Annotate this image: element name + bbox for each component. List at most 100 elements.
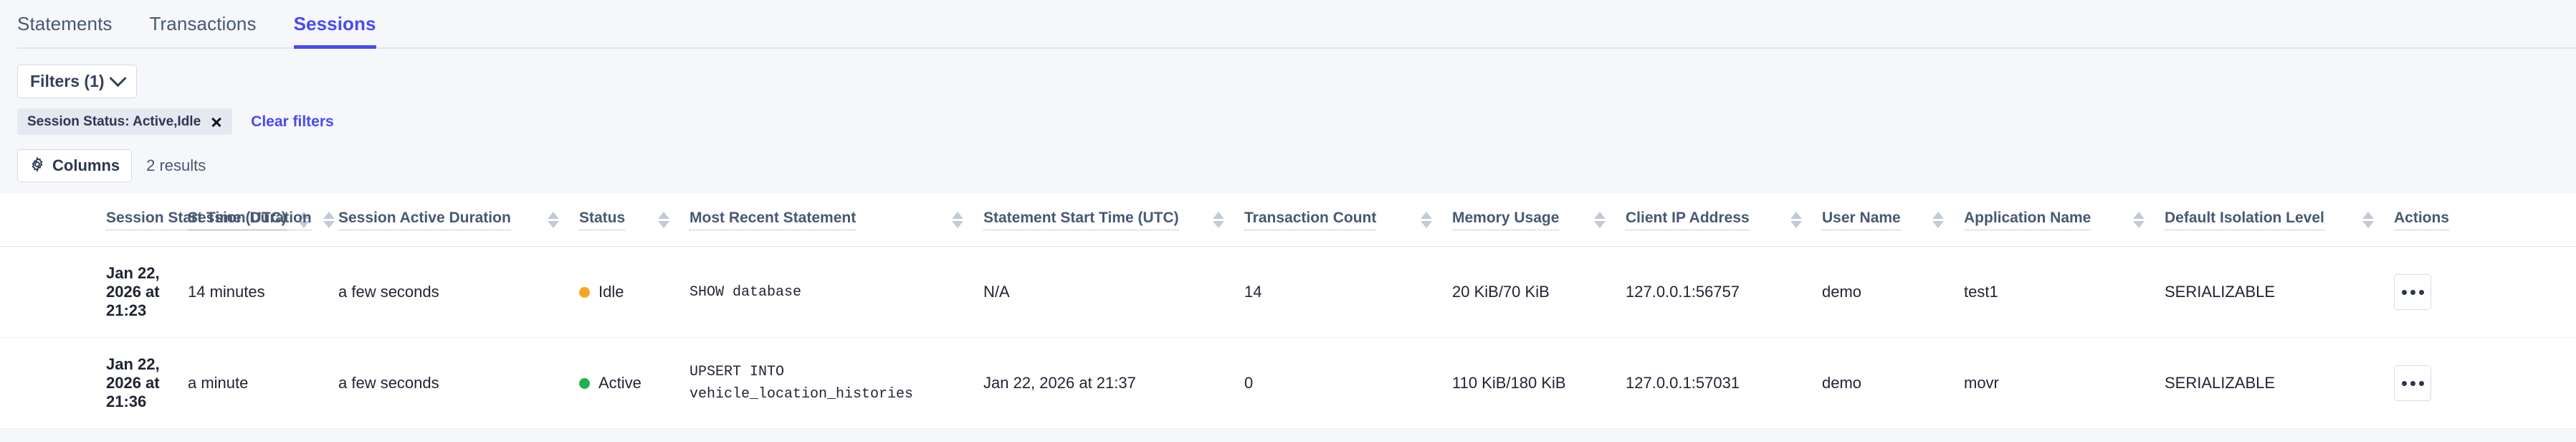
cell-actions [2394,246,2576,338]
cell-status: Active [579,337,690,429]
tab-statements[interactable]: Statements [17,0,113,49]
column-header-session-start-time[interactable]: Session Start Time (UTC) [106,194,310,247]
cell-most-recent-statement[interactable]: SHOW database [690,246,983,338]
filters-button[interactable]: Filters (1) [17,65,137,98]
table-row[interactable]: Jan 22, 2026 at 21:23 14 minutes a few s… [0,246,2576,338]
cell-session-duration: 14 minutes [188,246,338,338]
chevron-down-icon [109,70,127,88]
cell-most-recent-statement[interactable]: UPSERT INTO vehicle_location_histories [690,337,983,429]
sort-toggle-icon[interactable] [2133,212,2145,228]
cell-session-active-duration: a few seconds [338,337,579,429]
column-header-label: Most Recent Statement [690,210,857,230]
statement-text: UPSERT INTO vehicle_location_histories [690,364,914,403]
column-header-label: Session Active Duration [338,210,511,230]
sort-toggle-icon[interactable] [2362,212,2374,228]
cell-user-name: demo [1822,246,1964,338]
status-dot-icon [579,377,590,389]
sessions-table-wrapper: Session Start Time (UTC) Session Duratio… [0,194,2576,429]
table-row[interactable]: Jan 22, 2026 at 21:36 a minute a few sec… [0,337,2576,429]
cell-session-start-time: Jan 22, 2026 at 21:36 [106,337,188,429]
status-dot-icon [579,286,590,298]
statement-text: SHOW database [690,283,802,301]
tab-transactions[interactable]: Transactions [150,0,257,49]
cell-memory-usage: 110 KiB/180 KiB [1452,337,1626,429]
cell-session-duration: a minute [188,337,338,429]
close-icon[interactable] [211,116,222,128]
sort-toggle-icon[interactable] [1790,212,1802,228]
results-count: 2 results [146,156,206,174]
filter-chip-label: Session Status: Active,Idle [27,114,201,129]
sessions-table: Session Start Time (UTC) Session Duratio… [0,194,2576,429]
column-header-session-duration[interactable]: Session Duration [188,194,338,247]
filters-button-label: Filters (1) [30,72,105,90]
tab-sessions-label: Sessions [293,13,376,34]
tab-transactions-label: Transactions [149,13,257,34]
cell-default-isolation-level: SERIALIZABLE [2165,337,2394,429]
column-header-label: Statement Start Time (UTC) [983,210,1179,230]
sort-toggle-icon[interactable] [1213,212,1224,228]
sort-toggle-icon[interactable] [1421,212,1432,228]
cell-default-isolation-level: SERIALIZABLE [2165,246,2394,338]
tab-sessions[interactable]: Sessions [293,0,376,49]
cell-session-active-duration: a few seconds [338,246,579,338]
cell-memory-usage: 20 KiB/70 KiB [1452,246,1626,338]
column-header-label: Memory Usage [1452,210,1560,230]
sort-toggle-icon[interactable] [952,212,963,228]
sort-toggle-icon[interactable] [297,212,310,228]
cell-session-start-time: Jan 22, 2026 at 21:23 [106,246,188,338]
column-header-label: Session Duration [188,210,312,230]
cell-transaction-count: 0 [1244,337,1452,429]
column-header-default-isolation-level[interactable]: Default Isolation Level [2165,194,2394,247]
sort-toggle-icon[interactable] [1932,212,1944,228]
table-body: Jan 22, 2026 at 21:23 14 minutes a few s… [0,246,2576,429]
status-label: Active [598,374,641,392]
column-header-label: Actions [2394,210,2450,230]
column-header-status[interactable]: Status [579,194,690,247]
columns-button[interactable]: Columns [17,149,133,182]
sort-toggle-icon[interactable] [548,212,559,228]
column-header-label: Transaction Count [1244,210,1377,230]
column-header-label: Default Isolation Level [2165,210,2324,230]
cell-client-ip-address: 127.0.0.1:56757 [1626,246,1822,338]
column-header-memory-usage[interactable]: Memory Usage [1452,194,1626,247]
cell-client-ip-address: 127.0.0.1:57031 [1626,337,1822,429]
cell-user-name: demo [1822,337,1964,429]
column-header-label: Status [579,210,626,230]
cell-status: Idle [579,246,690,338]
sort-toggle-icon[interactable] [1594,212,1606,228]
column-header-transaction-count[interactable]: Transaction Count [1244,194,1452,247]
gear-icon [29,156,45,175]
clear-filters-link[interactable]: Clear filters [251,113,334,130]
sort-toggle-icon[interactable] [658,212,669,228]
column-header-user-name[interactable]: User Name [1822,194,1964,247]
column-header-client-ip-address[interactable]: Client IP Address [1626,194,1822,247]
column-header-session-active-duration[interactable]: Session Active Duration [338,194,579,247]
sort-toggle-icon[interactable] [323,212,335,228]
table-header: Session Start Time (UTC) Session Duratio… [0,194,2576,247]
column-header-label: Application Name [1964,210,2091,230]
cell-transaction-count: 14 [1244,246,1452,338]
table-header-row: Session Start Time (UTC) Session Duratio… [0,194,2576,247]
column-header-application-name[interactable]: Application Name [1964,194,2165,247]
row-spacer [0,246,106,338]
column-header-statement-start-time[interactable]: Statement Start Time (UTC) [983,194,1244,247]
row-actions-button[interactable] [2394,365,2431,401]
column-header-label: Client IP Address [1626,210,1750,230]
column-header-most-recent-statement[interactable]: Most Recent Statement [690,194,983,247]
cell-statement-start-time: Jan 22, 2026 at 21:37 [983,337,1244,429]
tab-bar: Statements Transactions Sessions [0,0,2576,49]
row-spacer [0,337,106,429]
status-label: Idle [598,283,624,301]
columns-button-label: Columns [52,156,120,174]
header-spacer [0,194,106,247]
active-filter-chips: Session Status: Active,Idle Clear filter… [0,98,2576,135]
row-actions-button[interactable] [2394,274,2431,310]
filter-chip-session-status[interactable]: Session Status: Active,Idle [17,108,233,135]
tab-statements-label: Statements [17,13,113,34]
column-header-label: User Name [1822,210,1901,230]
columns-row: Columns 2 results [0,135,2576,182]
cell-statement-start-time: N/A [983,246,1244,338]
cell-actions [2394,337,2576,429]
cell-application-name: test1 [1964,246,2165,338]
